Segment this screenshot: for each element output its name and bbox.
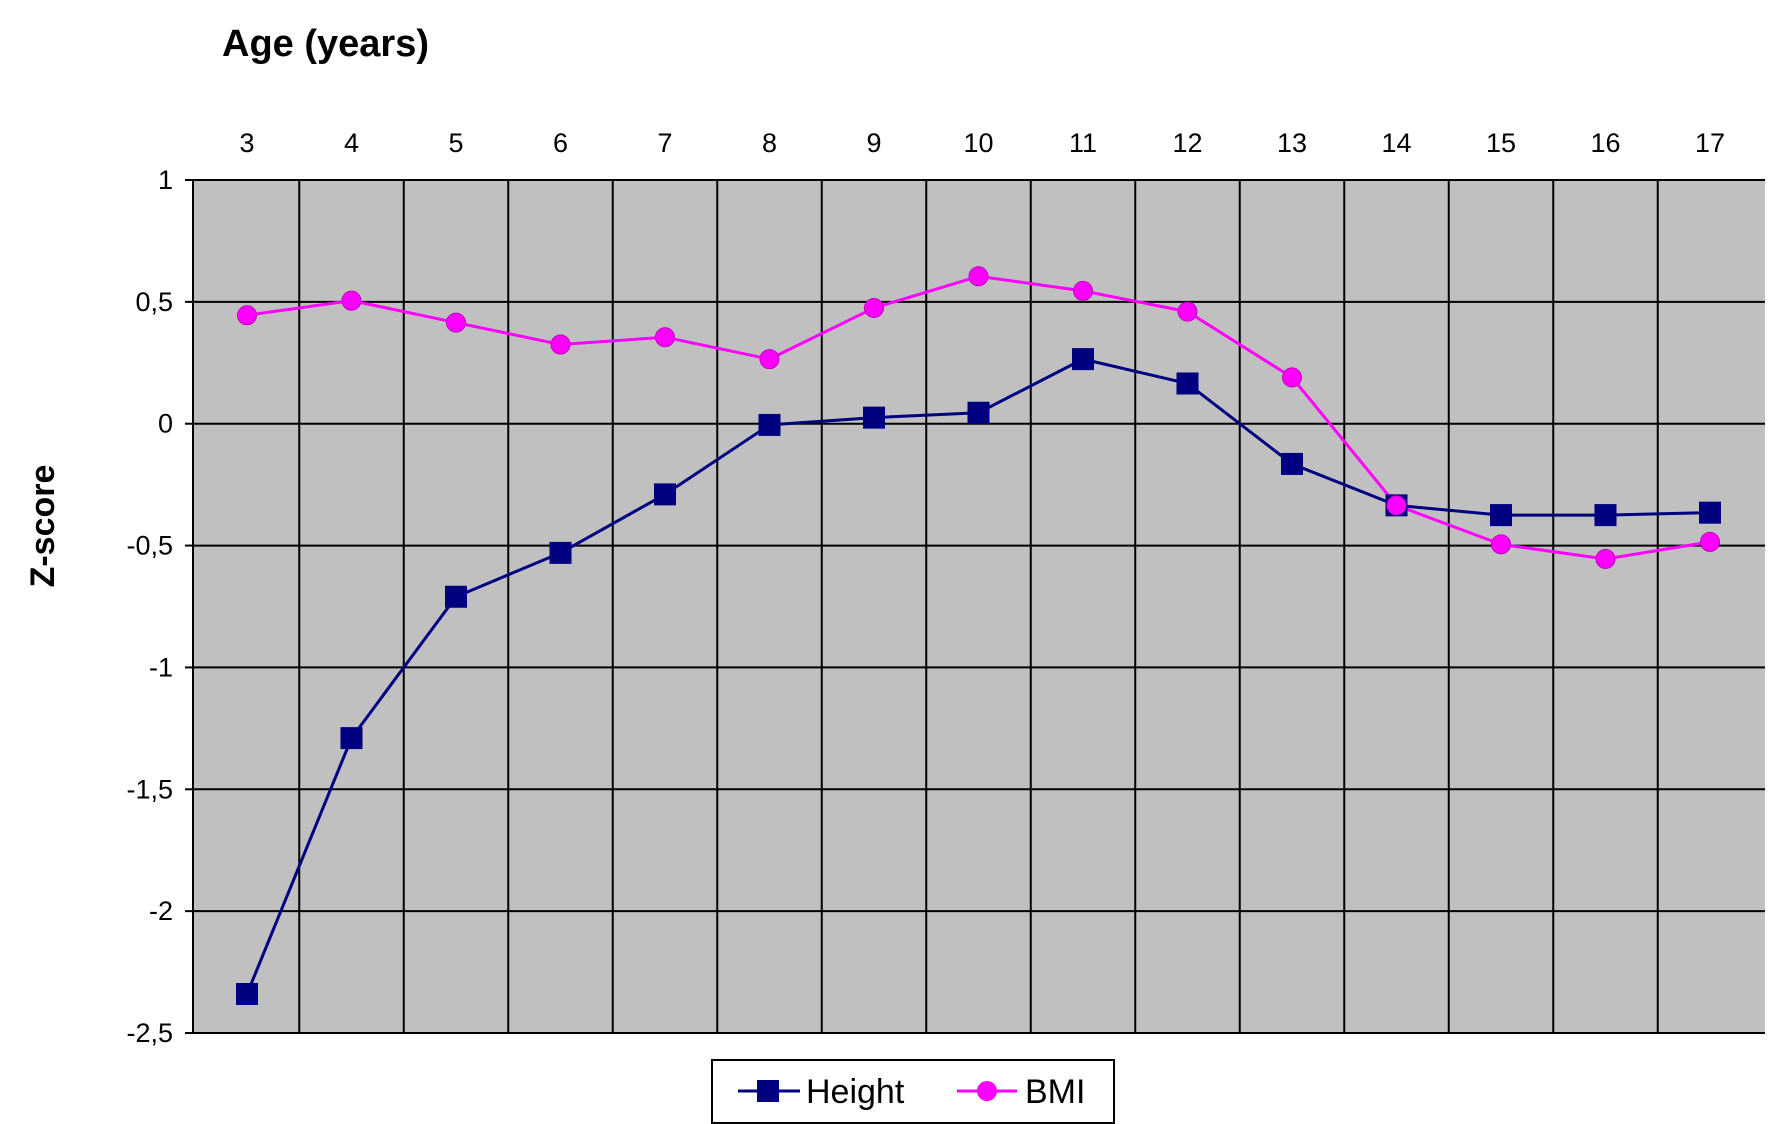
data-point-height [1176, 372, 1199, 395]
data-point-bmi [1073, 280, 1093, 301]
y-tick-label: -2 [149, 896, 173, 926]
legend-height-label: Height [806, 1073, 905, 1111]
x-tick-label: 16 [1590, 128, 1620, 158]
data-point-height [445, 585, 467, 608]
legend-height-marker [757, 1080, 779, 1102]
data-point-bmi [1700, 531, 1720, 552]
legend: Height BMI [711, 1059, 1115, 1124]
x-tick-label: 11 [1069, 128, 1097, 158]
y-tick-label: 1 [158, 165, 173, 195]
x-tick-label: 14 [1381, 128, 1411, 158]
y-tick-label: 0 [158, 409, 173, 439]
vertical-gridlines [298, 180, 1659, 1033]
x-tick-label: 10 [963, 128, 993, 158]
y-tick-label: -0,5 [126, 531, 173, 561]
series-markers [236, 266, 1721, 1006]
x-axis: 3 4 5 6 7 8 9 10 11 12 13 14 15 16 17 [239, 128, 1725, 158]
data-point-height [1594, 504, 1617, 527]
data-point-height [236, 983, 258, 1006]
data-point-bmi [1491, 534, 1511, 555]
data-point-bmi [759, 349, 780, 370]
data-point-bmi [864, 297, 884, 318]
horizontal-gridlines [193, 179, 1765, 913]
data-point-bmi [968, 266, 989, 287]
data-point-bmi [1386, 495, 1407, 516]
y-tick-label: -2,5 [126, 1018, 173, 1048]
data-point-height [758, 413, 781, 436]
x-tick-label: 15 [1486, 128, 1516, 158]
x-tick-label: 3 [239, 128, 254, 158]
data-point-height [1281, 452, 1303, 475]
data-point-bmi [446, 312, 466, 333]
x-axis-title: Age (years) [222, 23, 429, 65]
data-point-bmi [1282, 367, 1302, 388]
data-point-height [1072, 348, 1094, 371]
data-point-height [654, 483, 676, 506]
legend-bmi-label: BMI [1025, 1073, 1085, 1111]
x-tick-label: 7 [657, 128, 672, 158]
data-point-height [863, 406, 885, 429]
data-point-height [1490, 504, 1512, 527]
x-tick-label: 17 [1695, 128, 1725, 158]
x-tick-label: 8 [762, 128, 777, 158]
data-point-bmi [341, 290, 362, 311]
x-tick-label: 9 [866, 128, 881, 158]
data-point-bmi [1177, 301, 1198, 322]
data-point-bmi [1595, 548, 1616, 569]
x-tick-label: 5 [448, 128, 463, 158]
x-tick-label: 6 [553, 128, 568, 158]
plot-area [193, 180, 1765, 1033]
data-point-bmi [237, 305, 257, 326]
y-axis-title: Z-score [24, 465, 62, 588]
data-point-height [340, 727, 363, 750]
data-point-bmi [655, 327, 675, 348]
data-point-height [1699, 501, 1721, 524]
data-point-height [967, 401, 990, 424]
y-tick-label: 0,5 [135, 287, 173, 317]
y-tick-label: -1 [149, 652, 173, 682]
x-tick-label: 4 [344, 128, 359, 158]
legend-bmi-marker [977, 1081, 997, 1101]
y-axis: 1 0,5 0 -0,5 -1 -1,5 -2 -2,5 [126, 165, 1765, 1048]
x-tick-label: 13 [1277, 128, 1307, 158]
y-tick-label: -1,5 [126, 774, 173, 804]
data-point-bmi [550, 334, 571, 355]
data-point-height [549, 541, 572, 564]
x-tick-label: 12 [1172, 128, 1202, 158]
